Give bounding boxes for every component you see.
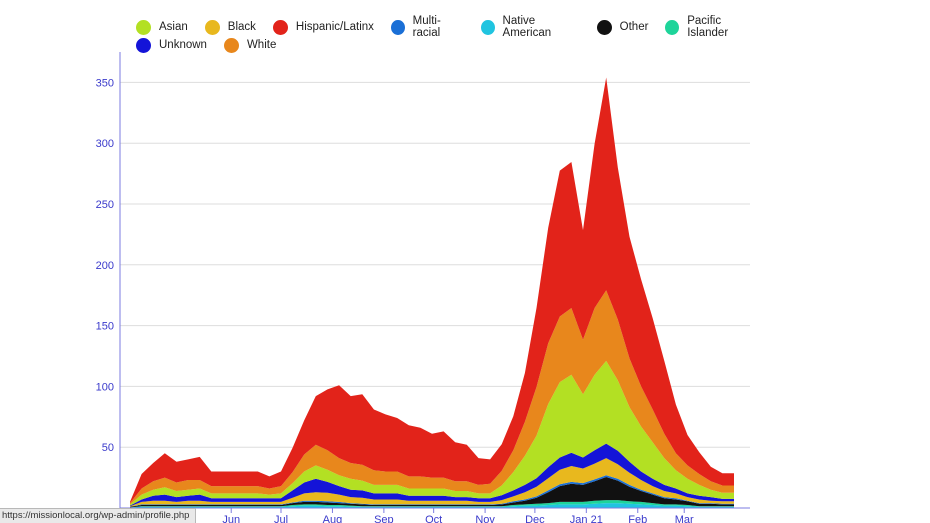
legend-label: Multi-racial xyxy=(412,15,441,39)
legend-item-multi-racial[interactable]: Multi-racial xyxy=(390,15,464,39)
legend-item-unknown[interactable]: Unknown xyxy=(136,37,207,53)
x-tick-label: Jul xyxy=(274,514,288,523)
y-tick-label: 200 xyxy=(96,260,114,272)
legend-label: Black xyxy=(227,21,256,33)
legend-swatch-hispanic-latinx xyxy=(272,19,288,35)
legend-swatch-black xyxy=(204,19,220,35)
legend-label: Native American xyxy=(502,15,552,39)
x-tick-label: Feb xyxy=(628,514,647,523)
legend-swatch-multi-racial xyxy=(390,19,405,35)
area-white xyxy=(130,290,734,505)
legend-swatch-asian xyxy=(136,19,151,35)
x-tick-label: Jun xyxy=(222,514,240,523)
y-tick-label: 50 xyxy=(102,442,114,454)
area-other xyxy=(130,477,734,508)
legend-swatch-native-american xyxy=(480,19,495,35)
legend-label: White xyxy=(246,39,277,51)
legend-label: Pacific Islander xyxy=(687,15,729,39)
area-unknown xyxy=(130,443,734,507)
y-tick-label: 250 xyxy=(96,199,114,211)
area-hispanic-latinx xyxy=(130,77,734,504)
x-tick-label: Sep xyxy=(374,514,394,523)
area-native-american xyxy=(130,503,734,508)
x-tick-label: Mar xyxy=(675,514,694,523)
legend-label: Unknown xyxy=(159,39,207,51)
y-tick-label: 100 xyxy=(96,381,114,393)
legend-item-white[interactable]: White xyxy=(223,37,277,53)
x-tick-label: Dec xyxy=(525,514,545,523)
legend-swatch-other xyxy=(596,19,612,35)
legend-item-other[interactable]: Other xyxy=(596,19,649,35)
browser-status-url: https://missionlocal.org/wp-admin/profil… xyxy=(0,508,197,523)
legend-row: Unknown White xyxy=(136,36,776,54)
legend-item-asian[interactable]: Asian xyxy=(136,19,188,35)
x-tick-label: Nov xyxy=(475,514,495,523)
area-black xyxy=(130,458,734,507)
legend-label: Other xyxy=(619,21,649,33)
legend-item-pacific-islander[interactable]: Pacific Islander xyxy=(665,15,759,39)
y-tick-label: 350 xyxy=(96,77,114,89)
chart-legend: Asian Black Hispanic/Latinx Multi-racial Nat… xyxy=(136,15,776,54)
x-tick-label: Jan 21 xyxy=(570,514,603,523)
legend-swatch-pacific-islander xyxy=(665,19,680,35)
legend-swatch-white xyxy=(223,37,239,53)
x-tick-label: Aug xyxy=(323,514,343,523)
legend-swatch-unknown xyxy=(136,37,151,53)
legend-item-black[interactable]: Black xyxy=(204,19,256,35)
legend-item-hispanic-latinx[interactable]: Hispanic/Latinx xyxy=(272,19,374,35)
legend-item-native-american[interactable]: Native American xyxy=(480,15,580,39)
area-pacific-islander xyxy=(130,500,734,508)
y-tick-label: 300 xyxy=(96,138,114,150)
legend-row: Asian Black Hispanic/Latinx Multi-racial Nat… xyxy=(136,15,776,39)
legend-label: Asian xyxy=(159,21,188,33)
legend-label: Hispanic/Latinx xyxy=(295,21,374,33)
area-asian xyxy=(130,360,734,506)
y-tick-label: 150 xyxy=(96,321,114,333)
x-tick-label: Oct xyxy=(425,514,442,523)
